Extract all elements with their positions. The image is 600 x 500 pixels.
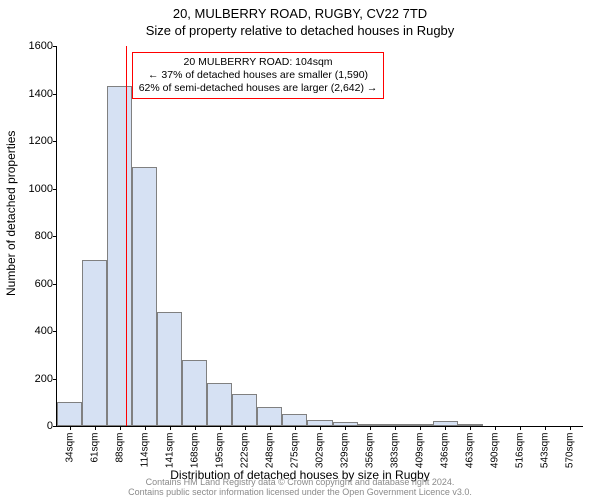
y-tick-mark xyxy=(53,331,57,332)
y-tick-mark xyxy=(53,94,57,95)
reference-line xyxy=(126,46,127,426)
x-tick-mark xyxy=(295,426,296,430)
plot-area: 0200400600800100012001400160034sqm61sqm8… xyxy=(56,46,583,427)
y-tick-mark xyxy=(53,379,57,380)
x-tick-label: 409sqm xyxy=(415,433,426,473)
y-tick-mark xyxy=(53,141,57,142)
x-tick-label: 168sqm xyxy=(189,433,200,473)
x-tick-mark xyxy=(320,426,321,430)
y-tick-label: 1200 xyxy=(19,135,53,147)
y-tick-label: 600 xyxy=(19,278,53,290)
y-tick-mark xyxy=(53,236,57,237)
x-tick-label: 141sqm xyxy=(164,433,175,473)
y-tick-mark xyxy=(53,46,57,47)
y-tick-mark xyxy=(53,189,57,190)
histogram-bar xyxy=(182,360,207,427)
page-title: 20, MULBERRY ROAD, RUGBY, CV22 7TD xyxy=(0,0,600,21)
x-tick-label: 436sqm xyxy=(440,433,451,473)
x-tick-label: 222sqm xyxy=(239,433,250,473)
x-tick-mark xyxy=(345,426,346,430)
x-tick-label: 490sqm xyxy=(490,433,501,473)
x-tick-label: 516sqm xyxy=(515,433,526,473)
histogram-bar xyxy=(232,394,257,426)
x-tick-mark xyxy=(170,426,171,430)
annotation-line: 20 MULBERRY ROAD: 104sqm xyxy=(139,56,378,69)
x-tick-label: 356sqm xyxy=(365,433,376,473)
x-tick-mark xyxy=(70,426,71,430)
y-tick-label: 800 xyxy=(19,230,53,242)
x-tick-mark xyxy=(220,426,221,430)
histogram-bar xyxy=(107,86,132,426)
histogram-bar xyxy=(282,414,307,426)
histogram-bar xyxy=(207,383,232,426)
y-tick-mark xyxy=(53,284,57,285)
x-tick-mark xyxy=(95,426,96,430)
y-tick-mark xyxy=(53,426,57,427)
x-tick-mark xyxy=(395,426,396,430)
y-tick-label: 1400 xyxy=(19,88,53,100)
x-tick-label: 570sqm xyxy=(565,433,576,473)
x-tick-mark xyxy=(245,426,246,430)
y-axis-label: Number of detached properties xyxy=(4,0,18,426)
page-subtitle: Size of property relative to detached ho… xyxy=(0,21,600,38)
x-tick-label: 383sqm xyxy=(390,433,401,473)
x-tick-mark xyxy=(145,426,146,430)
x-tick-label: 34sqm xyxy=(64,433,75,473)
x-tick-mark xyxy=(420,426,421,430)
histogram-bar xyxy=(132,167,157,426)
y-tick-label: 200 xyxy=(19,373,53,385)
x-tick-label: 302sqm xyxy=(315,433,326,473)
x-tick-mark xyxy=(120,426,121,430)
x-tick-mark xyxy=(545,426,546,430)
x-tick-label: 195sqm xyxy=(214,433,225,473)
x-tick-label: 114sqm xyxy=(139,433,150,473)
annotation-line: ← 37% of detached houses are smaller (1,… xyxy=(139,69,378,82)
x-tick-label: 88sqm xyxy=(114,433,125,473)
x-tick-label: 543sqm xyxy=(540,433,551,473)
y-tick-label: 0 xyxy=(19,420,53,432)
footer-line-2: Contains public sector information licen… xyxy=(0,488,600,498)
x-tick-label: 248sqm xyxy=(264,433,275,473)
x-tick-mark xyxy=(370,426,371,430)
x-tick-label: 463sqm xyxy=(465,433,476,473)
histogram-bar xyxy=(57,402,82,426)
annotation-box: 20 MULBERRY ROAD: 104sqm← 37% of detache… xyxy=(132,52,385,99)
x-tick-mark xyxy=(520,426,521,430)
y-tick-label: 1000 xyxy=(19,183,53,195)
x-tick-mark xyxy=(270,426,271,430)
x-tick-label: 61sqm xyxy=(89,433,100,473)
y-tick-label: 400 xyxy=(19,325,53,337)
x-tick-mark xyxy=(570,426,571,430)
chart-container: 20, MULBERRY ROAD, RUGBY, CV22 7TD Size … xyxy=(0,0,600,500)
x-tick-label: 275sqm xyxy=(289,433,300,473)
footer-attribution: Contains HM Land Registry data © Crown c… xyxy=(0,478,600,498)
y-tick-label: 1600 xyxy=(19,40,53,52)
x-tick-mark xyxy=(445,426,446,430)
annotation-line: 62% of semi-detached houses are larger (… xyxy=(139,82,378,95)
histogram-bar xyxy=(257,407,282,426)
x-tick-label: 329sqm xyxy=(340,433,351,473)
x-tick-mark xyxy=(195,426,196,430)
histogram-bar xyxy=(157,312,182,426)
x-tick-mark xyxy=(495,426,496,430)
x-tick-mark xyxy=(470,426,471,430)
histogram-bar xyxy=(82,260,107,426)
